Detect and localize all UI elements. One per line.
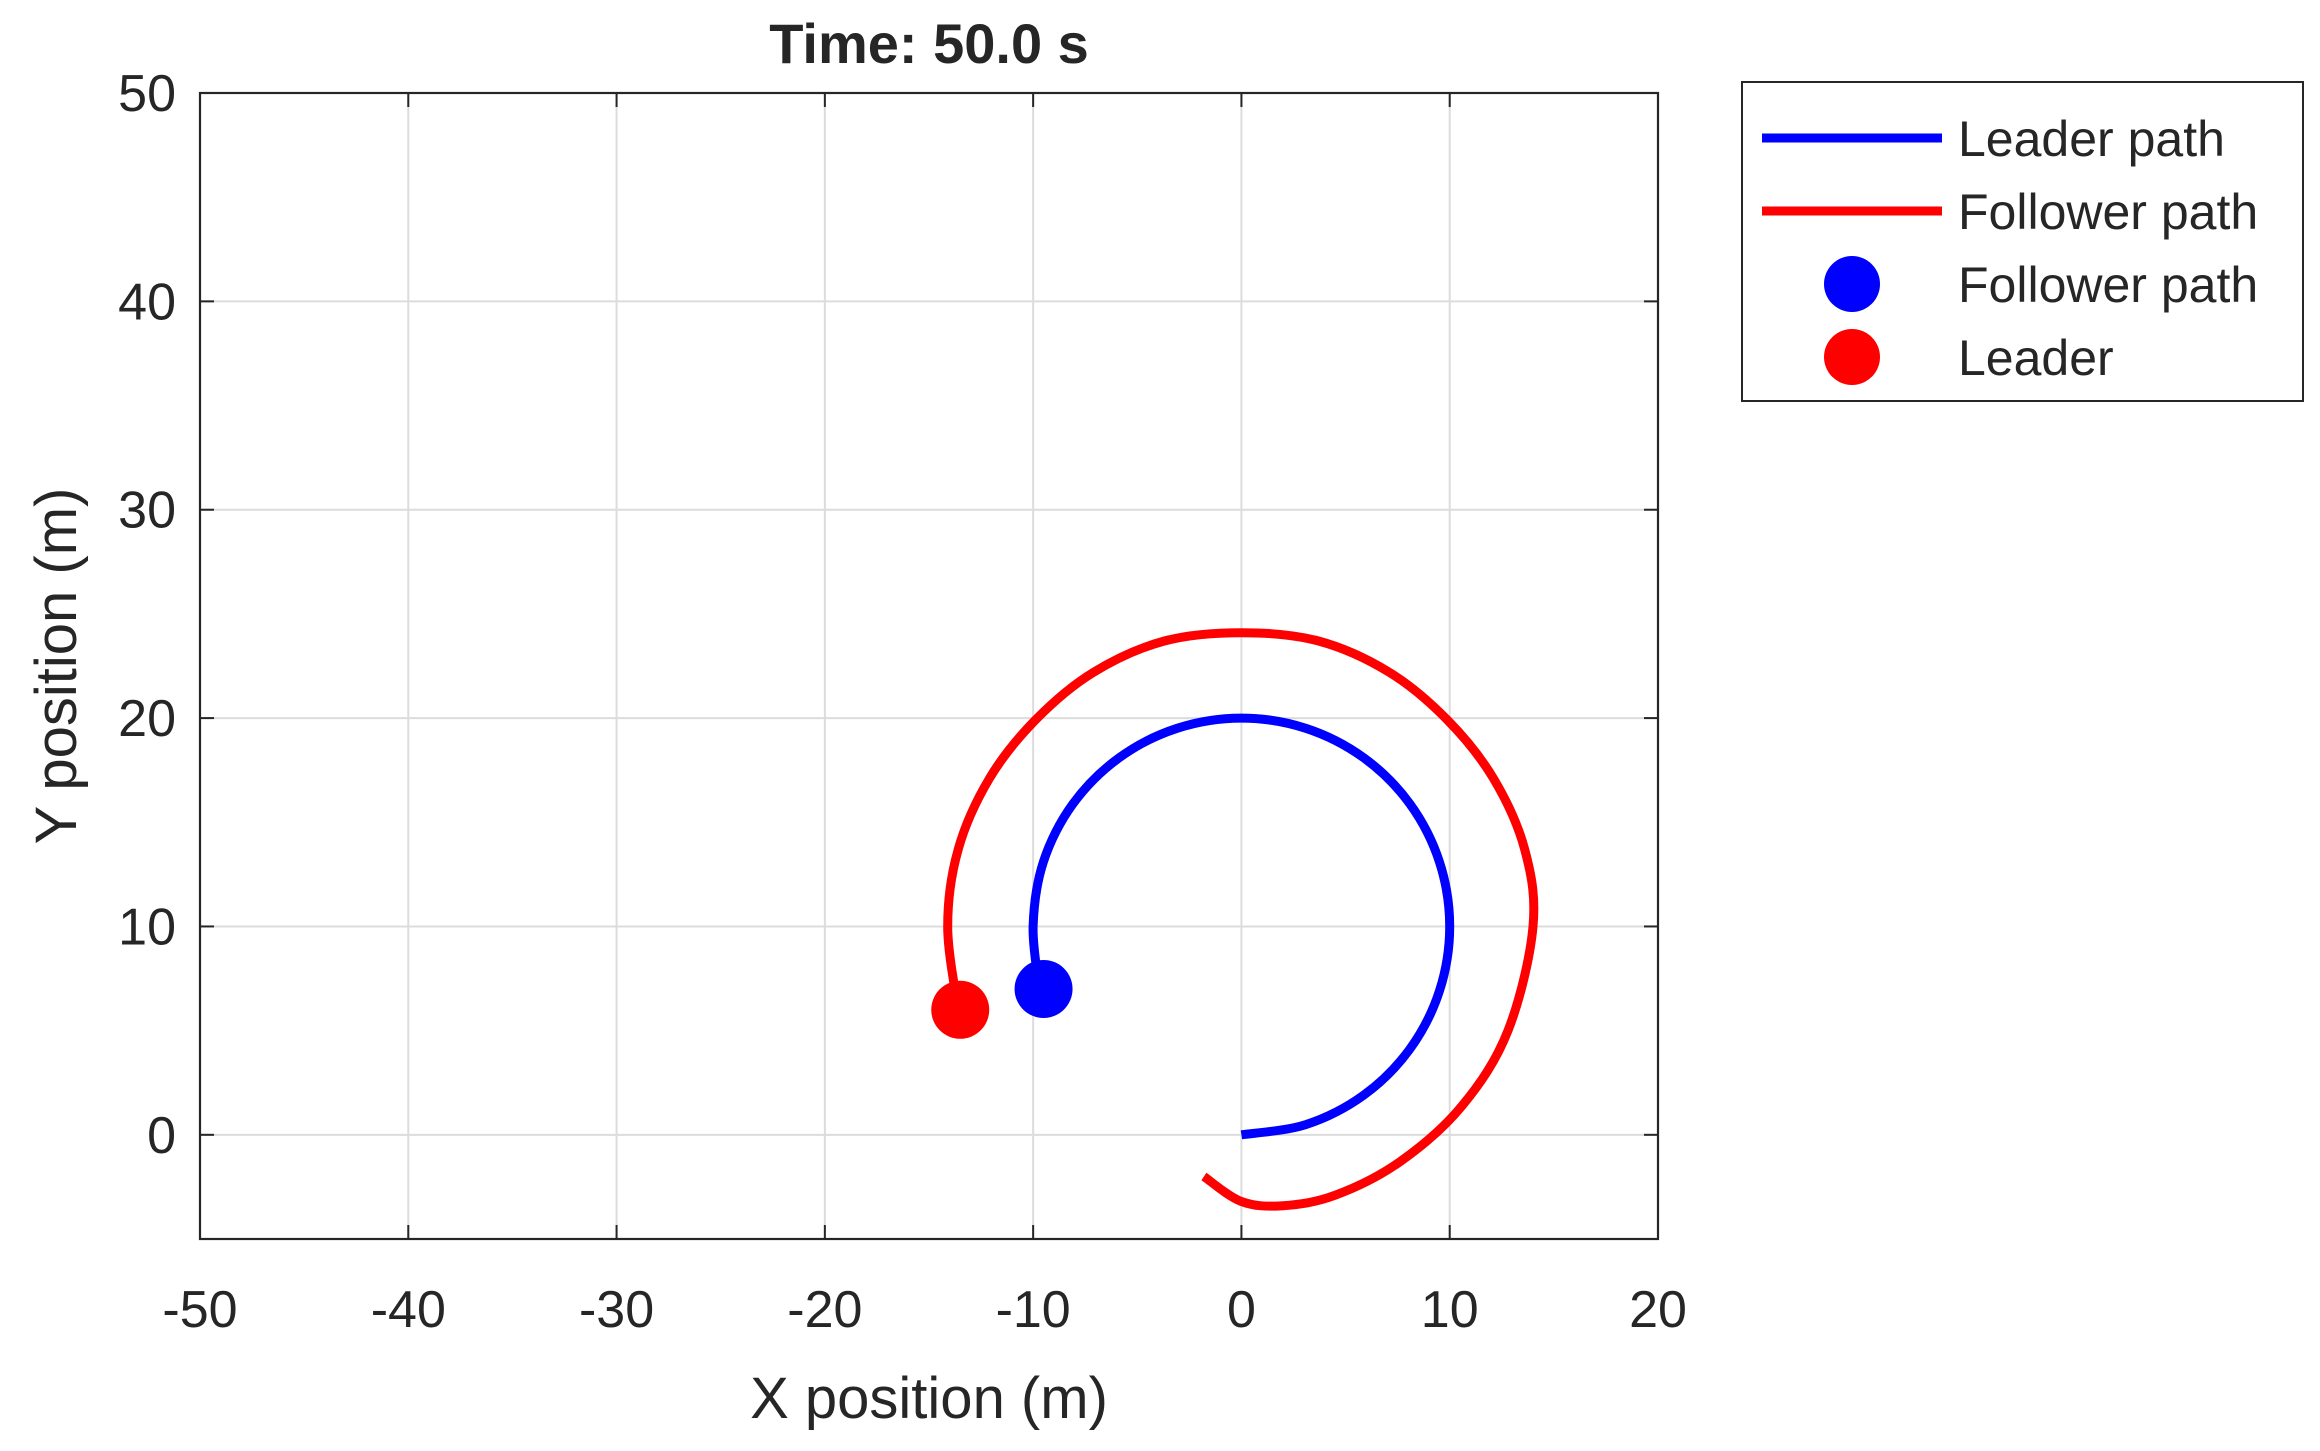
- series-line: [943, 628, 1539, 1211]
- ticks: -50 -40 -30 -20 -10 0 10 20 0 10 20 30 40 50: [118, 65, 1687, 1339]
- plot-background: [200, 93, 1658, 1239]
- legend-entry-label: Leader path: [1958, 111, 2225, 167]
- x-tick-label: 20: [1629, 1281, 1687, 1339]
- series-line: [1028, 713, 1455, 1140]
- series-marker: [1014, 959, 1073, 1018]
- x-tick-label: -30: [579, 1281, 654, 1339]
- x-tick-label: 10: [1421, 1281, 1479, 1339]
- legend-entry-label: Follower path: [1958, 257, 2258, 313]
- x-tick-label: -50: [162, 1281, 237, 1339]
- axes-box: [198, 91, 1660, 1241]
- x-tick-label: 0: [1227, 1281, 1256, 1339]
- legend: Leader path Follower path Follower path Lea…: [1741, 81, 2304, 402]
- x-tick-label: -40: [371, 1281, 446, 1339]
- grid: [200, 93, 1658, 1239]
- legend-marker-swatch: [1824, 256, 1880, 312]
- x-axis-label: X position (m): [750, 1366, 1108, 1431]
- series-marker: [931, 980, 990, 1039]
- legend-entry-label: Leader: [1958, 330, 2114, 386]
- x-tick-label: -10: [996, 1281, 1071, 1339]
- y-axis-label: Y position (m): [24, 488, 89, 845]
- y-tick-label: 30: [118, 482, 176, 540]
- y-tick-label: 50: [118, 65, 176, 123]
- chart-title: Time: 50.0 s: [769, 12, 1089, 75]
- legend-marker-swatch: [1824, 329, 1880, 385]
- y-tick-label: 20: [118, 690, 176, 748]
- y-tick-label: 40: [118, 273, 176, 331]
- y-tick-label: 0: [147, 1107, 176, 1165]
- x-tick-label: -20: [787, 1281, 862, 1339]
- legend-entry-label: Follower path: [1958, 184, 2258, 240]
- series: [931, 628, 1539, 1211]
- y-tick-label: 10: [118, 898, 176, 956]
